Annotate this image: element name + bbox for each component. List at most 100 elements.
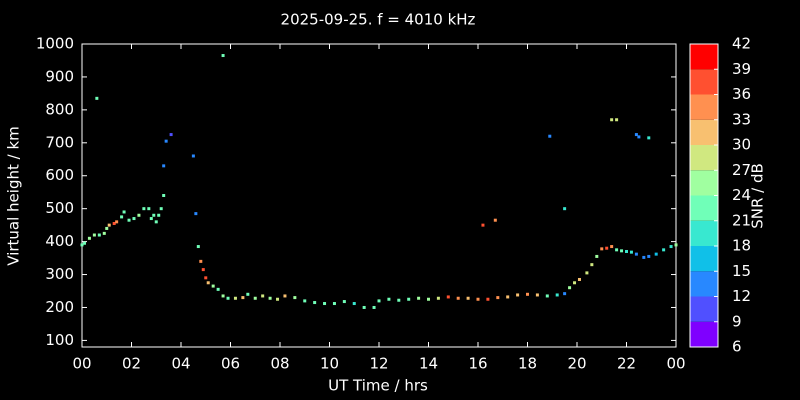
data-point (233, 296, 237, 300)
colorbar-tick-label: 21 (732, 211, 751, 229)
x-tick-label: 00 (72, 355, 91, 373)
colorbar-segment (690, 296, 718, 322)
data-point (169, 133, 173, 137)
data-point (157, 213, 161, 217)
y-tick-label: 900 (45, 67, 74, 85)
data-point (159, 207, 163, 211)
data-point (80, 243, 84, 247)
data-point (610, 118, 614, 122)
data-point (526, 292, 529, 296)
data-point (115, 220, 119, 224)
data-point (625, 249, 628, 253)
y-tick-label: 1000 (36, 35, 74, 53)
colorbar-segment (690, 69, 718, 95)
x-tick-label: 08 (270, 355, 289, 373)
data-point (162, 164, 166, 168)
data-point (276, 297, 280, 301)
data-point (147, 207, 151, 211)
data-point (342, 300, 346, 304)
data-point (600, 247, 604, 251)
data-point (261, 294, 265, 298)
y-tick-label: 200 (45, 298, 74, 316)
colorbar-tick-label: 30 (732, 136, 751, 154)
data-point (610, 245, 614, 249)
data-point (654, 252, 658, 256)
x-tick-label: 14 (419, 355, 438, 373)
y-tick-label: 600 (45, 166, 74, 184)
colorbar-tick-label: 39 (732, 60, 751, 78)
data-point (446, 295, 450, 299)
data-point (127, 218, 131, 222)
data-point (362, 305, 366, 309)
data-point (577, 277, 581, 281)
colorbar-segment (690, 145, 718, 171)
data-point (102, 231, 106, 235)
data-point (221, 294, 225, 298)
data-point (211, 284, 215, 288)
data-point (92, 233, 96, 237)
data-point (647, 254, 651, 258)
x-tick-label: 12 (369, 355, 388, 373)
data-point (620, 249, 624, 253)
colorbar-tick-label: 36 (732, 85, 751, 103)
data-point (585, 271, 589, 275)
data-point (486, 297, 490, 301)
data-point (313, 301, 317, 305)
data-point (427, 297, 430, 301)
data-point (493, 218, 497, 222)
y-tick-label: 700 (45, 133, 74, 151)
x-tick-label: 00 (666, 355, 685, 373)
y-tick-label: 800 (45, 100, 74, 118)
data-point (191, 154, 195, 158)
colorbar-label: SNR / dB (749, 163, 767, 229)
data-point (506, 295, 510, 299)
data-point (204, 276, 208, 280)
data-point (241, 296, 245, 300)
data-point (201, 268, 205, 272)
data-point (436, 296, 440, 300)
colorbar-segment (690, 220, 718, 246)
data-point (164, 139, 168, 143)
data-point (226, 296, 230, 300)
data-point (595, 254, 599, 258)
colorbar-tick-label: 15 (732, 262, 751, 280)
data-point (152, 213, 156, 217)
data-point (303, 299, 307, 303)
colorbar-tick-label: 24 (732, 186, 751, 204)
data-point (466, 296, 470, 300)
data-point (456, 296, 460, 300)
data-point (662, 248, 666, 252)
data-point (82, 241, 86, 245)
data-point (253, 296, 257, 300)
data-point (573, 281, 577, 285)
data-point (154, 220, 158, 224)
data-point (332, 302, 336, 306)
colorbar-tick-label: 12 (732, 287, 751, 305)
data-point (407, 297, 411, 301)
colorbar-segment (690, 271, 718, 297)
y-tick-label: 400 (45, 232, 74, 250)
data-point (634, 133, 638, 137)
y-tick-label: 100 (45, 331, 74, 349)
data-point (615, 118, 619, 122)
data-point (196, 245, 200, 249)
data-point (605, 246, 609, 250)
data-point (149, 217, 153, 221)
x-tick-label: 22 (617, 355, 636, 373)
colorbar-segment (690, 44, 718, 70)
data-point (283, 294, 287, 298)
data-point (476, 297, 480, 301)
data-point (568, 286, 572, 290)
data-point (615, 248, 619, 252)
data-point (563, 207, 567, 211)
data-point (563, 292, 567, 296)
data-point (162, 194, 166, 197)
data-point (634, 252, 638, 256)
data-point (137, 213, 141, 217)
data-point (387, 297, 391, 301)
data-point (481, 223, 485, 227)
x-tick-label: 06 (221, 355, 240, 373)
data-point (97, 233, 101, 237)
data-point (555, 293, 559, 297)
